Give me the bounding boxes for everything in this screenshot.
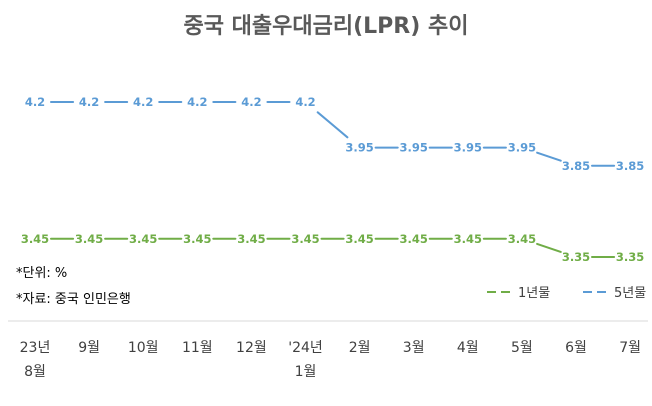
series-1-data-label: 3.35 (562, 250, 590, 264)
series-2-data-label: 3.95 (400, 141, 428, 155)
series-2-data-label: 3.85 (562, 159, 590, 173)
series-1-data-label: 3.45 (75, 232, 103, 246)
series-2-segment (536, 151, 562, 162)
x-tick-label: 4월 (457, 340, 479, 356)
legend-label-2: 5년물 (614, 286, 646, 301)
series-1-data-label: 3.35 (616, 250, 644, 264)
series-1-data-label: 3.45 (508, 232, 536, 246)
unit-note: *단위: % (16, 266, 67, 281)
series-2-data-label: 4.2 (295, 95, 315, 109)
series-1-data-label: 3.45 (129, 232, 157, 246)
series-1-data-label: 3.45 (237, 232, 265, 246)
series-2-data-label: 4.2 (187, 95, 207, 109)
series-1-data-label: 3.45 (400, 232, 428, 246)
series-2-data-label: 4.2 (25, 95, 45, 109)
x-tick-label: 11월 (182, 340, 213, 356)
series-1-data-label: 3.45 (183, 232, 211, 246)
x-tick-label: 5월 (511, 340, 533, 356)
x-tick-label: 7월 (619, 340, 641, 356)
x-tick-label: 6월 (565, 340, 587, 356)
series-2-data-label: 3.95 (345, 141, 373, 155)
data-labels: 3.45 3.45 3.45 3.45 3.45 3.45 3.45 3.45 3.45 3.45… (21, 95, 644, 264)
series-2-data-label: 3.95 (508, 141, 536, 155)
chart-title: 중국 대출우대금리(LPR) 추이 (184, 14, 469, 39)
source-note: *자료: 중국 인민은행 (16, 291, 131, 307)
series-1-segment (536, 242, 562, 253)
x-axis-ticks: 23년 8월 9월 10월 11월 12월 '24년 1월 2월 3월 4월 5월 6월 7월 (20, 340, 641, 380)
series-lines (50, 101, 616, 258)
series-2-segment (316, 111, 349, 139)
x-tick-label: 23년 8월 (20, 340, 51, 380)
legend-label-1: 1년물 (518, 286, 550, 301)
x-tick-label: 3월 (403, 340, 425, 356)
series-1-data-label: 3.45 (454, 232, 482, 246)
series-2-data-label: 4.2 (133, 95, 153, 109)
x-tick-label: 9월 (78, 340, 100, 356)
x-tick-label: 10월 (128, 340, 159, 356)
x-tick-label: 12월 (236, 340, 267, 356)
x-tick-label: 2월 (349, 340, 371, 356)
series-2-data-label: 3.95 (454, 141, 482, 155)
series-1-data-label: 3.45 (345, 232, 373, 246)
series-2-data-label: 4.2 (79, 95, 99, 109)
series-2-data-label: 3.85 (616, 159, 644, 173)
legend: 1년물 5년물 (487, 286, 646, 301)
series-1-data-label: 3.45 (21, 232, 49, 246)
x-tick-label: '24년 1월 (288, 340, 323, 380)
series-1-data-label: 3.45 (291, 232, 319, 246)
series-2-data-label: 4.2 (241, 95, 261, 109)
